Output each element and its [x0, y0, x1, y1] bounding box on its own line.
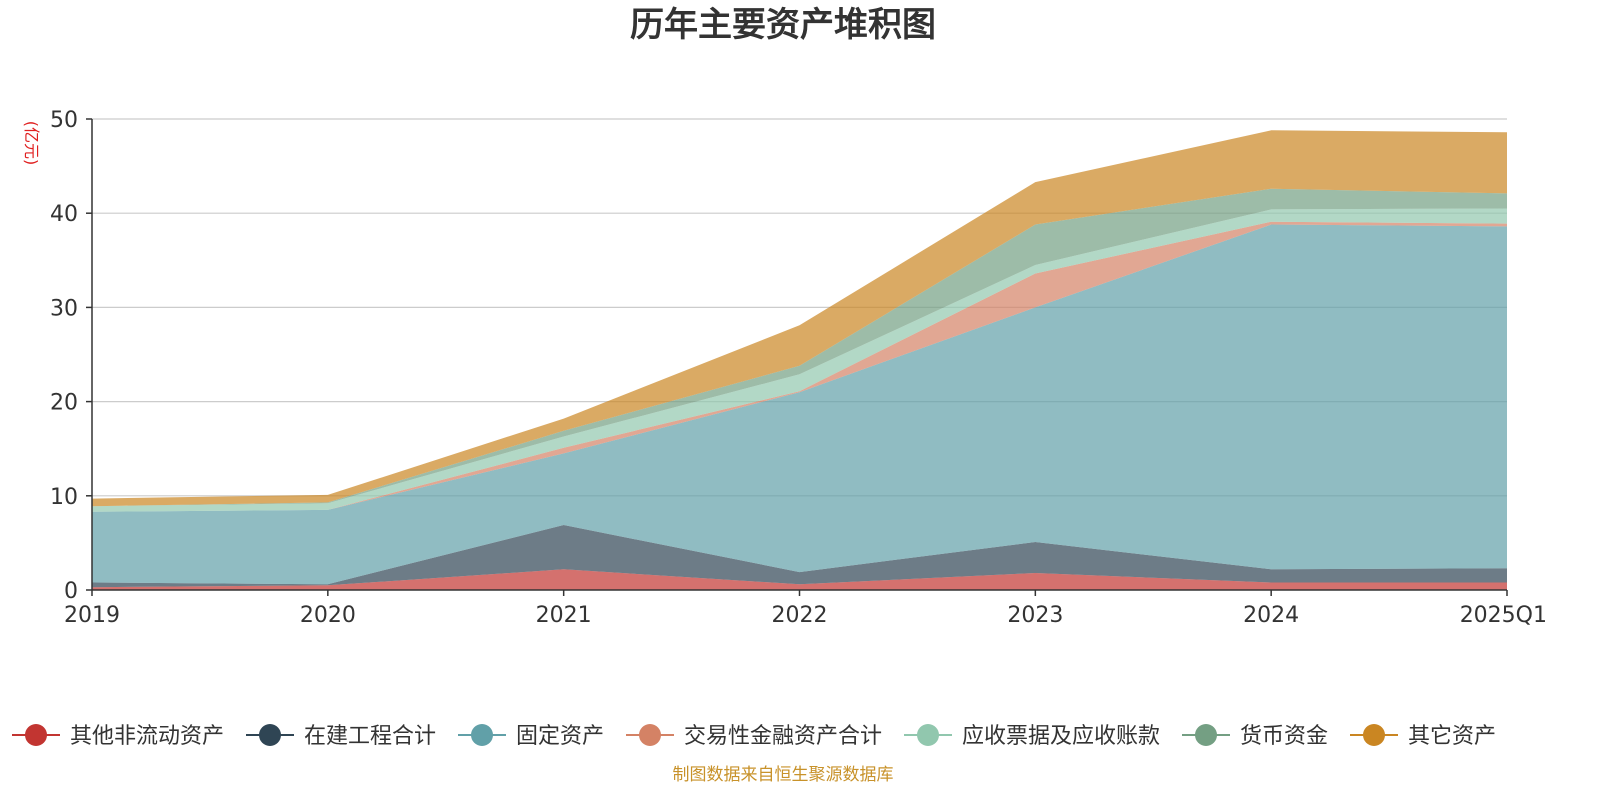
source-note: 制图数据来自恒生聚源数据库	[673, 765, 894, 785]
chart-title: 历年主要资产堆积图	[630, 5, 936, 45]
legend-marker-3	[639, 724, 661, 746]
legend-marker-1	[259, 724, 281, 746]
legend-item-2[interactable]: 固定资产	[458, 724, 604, 749]
y-tick-label-5: 50	[50, 108, 78, 133]
legend-label-1: 在建工程合计	[304, 724, 436, 749]
legend-marker-0	[25, 724, 47, 746]
legend-label-2: 固定资产	[516, 724, 604, 749]
legend-label-5: 货币资金	[1240, 724, 1328, 749]
area-series-0	[92, 569, 1507, 590]
x-tick-label-3: 2022	[772, 603, 828, 628]
y-axis-unit-label: (亿元)	[22, 121, 41, 166]
legend-item-3[interactable]: 交易性金融资产合计	[626, 724, 882, 749]
axes: 0 10 20 30 40 50 2019 2020 2021 2022 2023 2024 2025Q…	[50, 108, 1547, 628]
legend-item-0[interactable]: 其他非流动资产	[12, 724, 224, 749]
x-tick-label-2: 2021	[536, 603, 592, 628]
legend-item-6[interactable]: 其它资产	[1350, 724, 1496, 749]
legend-item-4[interactable]: 应收票据及应收账款	[904, 724, 1160, 749]
x-tick-label-5: 2024	[1243, 603, 1299, 628]
legend-label-0: 其他非流动资产	[70, 724, 224, 749]
area-series-group	[92, 130, 1507, 590]
legend-marker-4	[917, 724, 939, 746]
area-series-1	[92, 525, 1507, 588]
x-tick-label-6: 2025Q1	[1460, 603, 1547, 628]
y-tick-label-2: 20	[50, 391, 78, 416]
x-tick-label-0: 2019	[64, 603, 120, 628]
legend-marker-5	[1195, 724, 1217, 746]
x-tick-label-1: 2020	[300, 603, 356, 628]
legend-marker-2	[471, 724, 493, 746]
legend-item-5[interactable]: 货币资金	[1182, 724, 1328, 749]
legend-label-6: 其它资产	[1408, 724, 1496, 749]
y-tick-label-3: 30	[50, 296, 78, 321]
area-series-2	[92, 224, 1507, 585]
legend-item-1[interactable]: 在建工程合计	[246, 724, 436, 749]
area-series-6	[92, 130, 1507, 507]
x-tick-label-4: 2023	[1007, 603, 1063, 628]
legend-marker-6	[1363, 724, 1385, 746]
legend-label-4: 应收票据及应收账款	[962, 724, 1160, 749]
y-tick-label-0: 0	[64, 579, 78, 604]
legend: 其他非流动资产 在建工程合计 固定资产 交易性金融资产合计 应收票据及应收账款 货币资金 其…	[12, 724, 1496, 749]
y-tick-label-1: 10	[50, 485, 78, 510]
legend-label-3: 交易性金融资产合计	[684, 724, 882, 749]
y-tick-label-4: 40	[50, 202, 78, 227]
